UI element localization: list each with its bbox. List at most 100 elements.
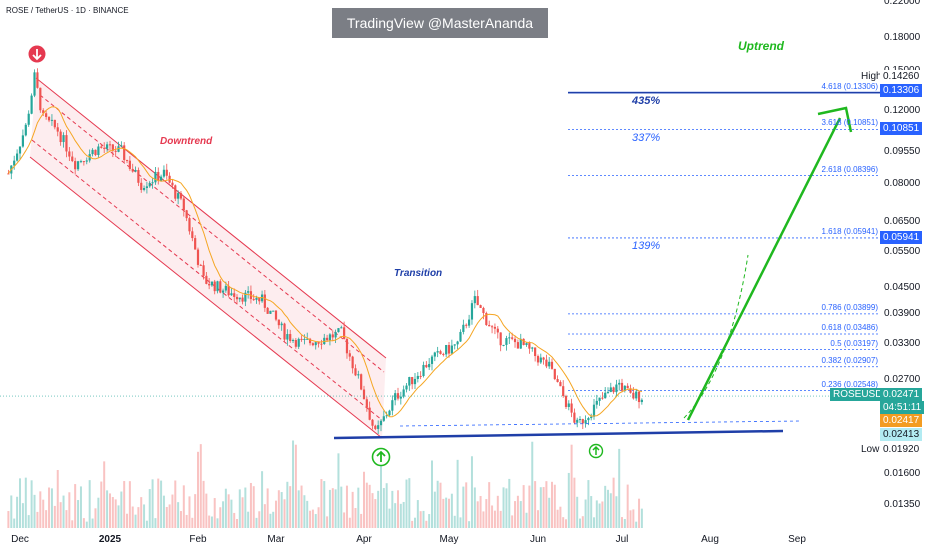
candle-body — [297, 338, 300, 347]
candle-body — [640, 399, 643, 403]
volume-bar — [157, 478, 160, 528]
candle-body — [39, 87, 42, 111]
volume-bar — [511, 515, 514, 528]
volume-bar — [573, 477, 576, 528]
volume-bar — [280, 492, 283, 528]
candle-body — [598, 397, 601, 401]
candle-body — [629, 388, 632, 393]
volume-bar — [56, 469, 59, 528]
candle-body — [238, 297, 241, 300]
volume-bar — [445, 497, 448, 528]
time-axis-label: Jun — [529, 534, 547, 545]
candle-body — [545, 359, 548, 367]
volume-bar — [556, 509, 559, 528]
candle-body — [531, 347, 534, 349]
candle-body — [50, 119, 54, 121]
volume-bar — [377, 490, 380, 528]
candle-body — [416, 375, 419, 379]
volume-bar — [459, 517, 462, 528]
volume-bar — [297, 490, 300, 528]
support-trendline — [333, 429, 784, 440]
fib-level-label: 0.786 (0.03899) — [821, 302, 879, 312]
fib-level-label: 4.618 (0.13306) — [821, 81, 879, 91]
candle-body — [422, 364, 425, 377]
low-label: Low — [858, 443, 883, 456]
volume-bar — [394, 503, 397, 528]
volume-bar — [123, 481, 126, 528]
candle-body — [140, 182, 143, 190]
candle-body — [411, 377, 414, 385]
candle-body — [399, 396, 402, 399]
volume-bar — [531, 441, 534, 528]
candle-body — [205, 275, 208, 284]
uptrend-label: Uptrend — [738, 39, 784, 53]
candle-body — [194, 238, 197, 250]
candle-body — [587, 418, 590, 421]
volume-bar — [275, 500, 277, 528]
candle-body — [162, 169, 166, 177]
volume-bar — [227, 494, 230, 528]
candle-body — [570, 403, 573, 413]
volume-bar — [629, 510, 632, 528]
high-price-tag: 0.14260 — [880, 70, 923, 83]
volume-bar — [450, 493, 453, 528]
volume-bar — [354, 508, 357, 528]
volume-bar — [134, 514, 137, 528]
volume-bar — [380, 453, 382, 528]
low-price-tag: 0.01920 — [880, 443, 923, 456]
candle-body — [496, 328, 499, 333]
volume-bar — [328, 489, 331, 528]
candle-body — [453, 344, 456, 346]
volume-bar — [408, 478, 411, 528]
time-axis-label: Mar — [267, 534, 285, 545]
candle-body — [516, 342, 520, 349]
volume-bar — [385, 483, 388, 528]
volume-bar — [216, 518, 219, 528]
candle-body — [291, 340, 295, 342]
watermark: TradingView @MasterAnanda — [332, 8, 548, 38]
target-435-pct: 435% — [632, 95, 661, 107]
volume-bar — [640, 508, 643, 528]
volume-bar — [587, 480, 590, 528]
volume-bar — [27, 515, 30, 528]
candle-body — [100, 146, 103, 148]
volume-bar — [42, 499, 45, 528]
volume-bar — [626, 484, 629, 528]
candle-body — [354, 368, 357, 376]
volume-bar — [59, 502, 62, 528]
volume-bar — [45, 510, 48, 528]
volume-bar — [62, 495, 65, 528]
fib-level-label: 1.618 (0.05941) — [821, 226, 879, 236]
volume-bar — [269, 513, 272, 528]
candle-body — [525, 343, 528, 346]
candle-body — [573, 412, 576, 423]
candle-body — [263, 294, 266, 308]
volume-bar — [431, 460, 433, 528]
candle-body — [488, 324, 491, 327]
volume-bar — [21, 503, 24, 528]
volume-bar — [382, 488, 385, 528]
volume-bar — [255, 517, 258, 528]
candle-body — [343, 327, 346, 339]
volume-bar — [502, 487, 505, 528]
candle-body — [76, 161, 80, 170]
volume-bar — [137, 507, 140, 528]
volume-bar — [416, 500, 419, 528]
volume-bar — [97, 497, 100, 528]
candle-body — [337, 328, 340, 333]
volume-bar — [171, 494, 174, 528]
target-price-tag-2: 0.10851 — [880, 122, 923, 135]
volume-bar — [576, 496, 579, 528]
volume-bar — [10, 495, 13, 528]
volume-bar — [19, 478, 21, 528]
time-axis-label: Sep — [788, 534, 806, 545]
volume-bar — [185, 514, 188, 528]
volume-bar — [365, 482, 368, 528]
candle-body — [419, 375, 422, 377]
volume-bar — [559, 506, 562, 528]
candle-body — [7, 173, 10, 175]
volume-bar — [360, 513, 363, 528]
candle-body — [394, 393, 397, 401]
